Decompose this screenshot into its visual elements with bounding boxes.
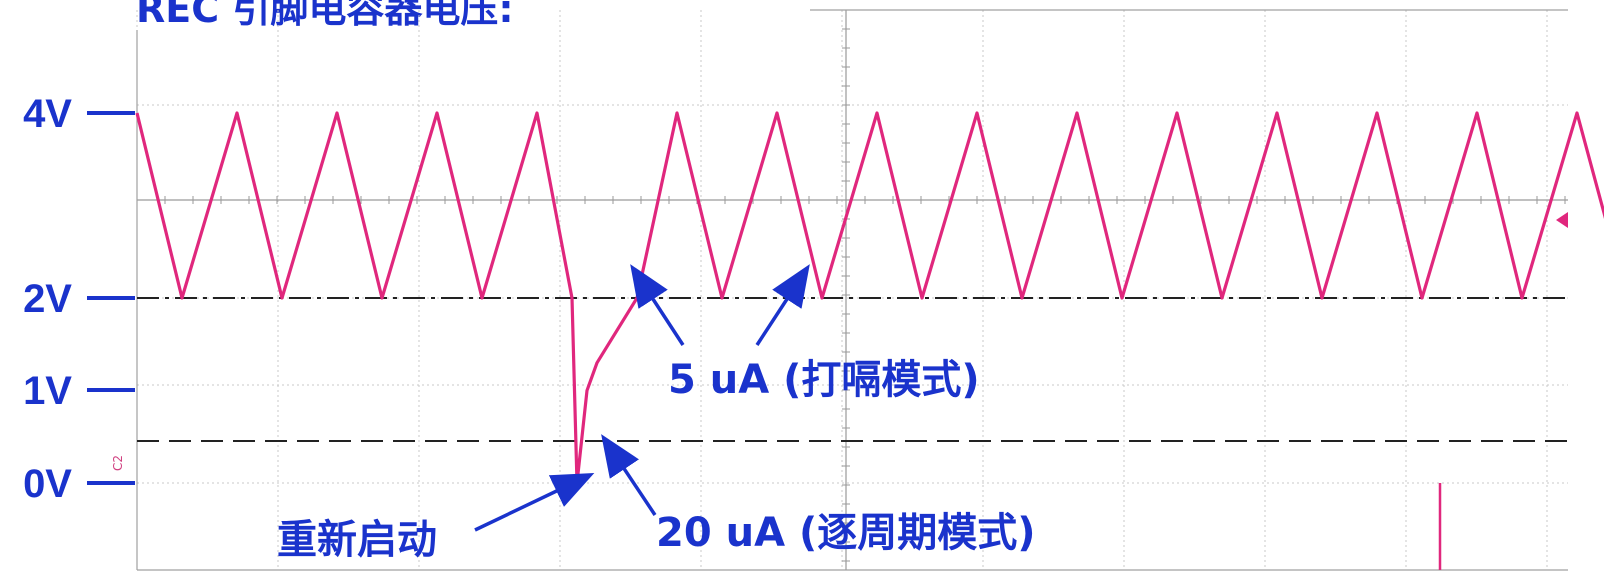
capacitor-voltage-trace [135, 111, 1604, 485]
annotation-label: 5 uA (打嗝模式) [668, 357, 980, 403]
voltage-label: 0V [23, 462, 72, 506]
grid [136, 9, 1568, 571]
chart-title: REC 引脚电容器电压: [136, 0, 514, 31]
channel-label: C2 [111, 455, 125, 471]
trace [135, 111, 1604, 570]
voltage-label: 2V [23, 277, 72, 321]
voltage-labels: 4V 2V 1V 0V C2 [23, 92, 135, 506]
annotation-label: 重新启动 [277, 517, 437, 563]
voltage-label: 1V [23, 369, 72, 413]
channel-offset-marker [1556, 212, 1568, 228]
annotation-arrow [601, 434, 657, 516]
annotations: 5 uA (打嗝模式) 20 uA (逐周期模式) 重新启动 [277, 264, 1036, 563]
annotation-arrow [474, 472, 595, 532]
annotation-arrow [630, 264, 685, 346]
reference-lines [137, 297, 1568, 442]
annotation-label: 20 uA (逐周期模式) [656, 510, 1036, 556]
annotation-arrow [755, 264, 810, 346]
voltage-label: 4V [23, 92, 72, 136]
